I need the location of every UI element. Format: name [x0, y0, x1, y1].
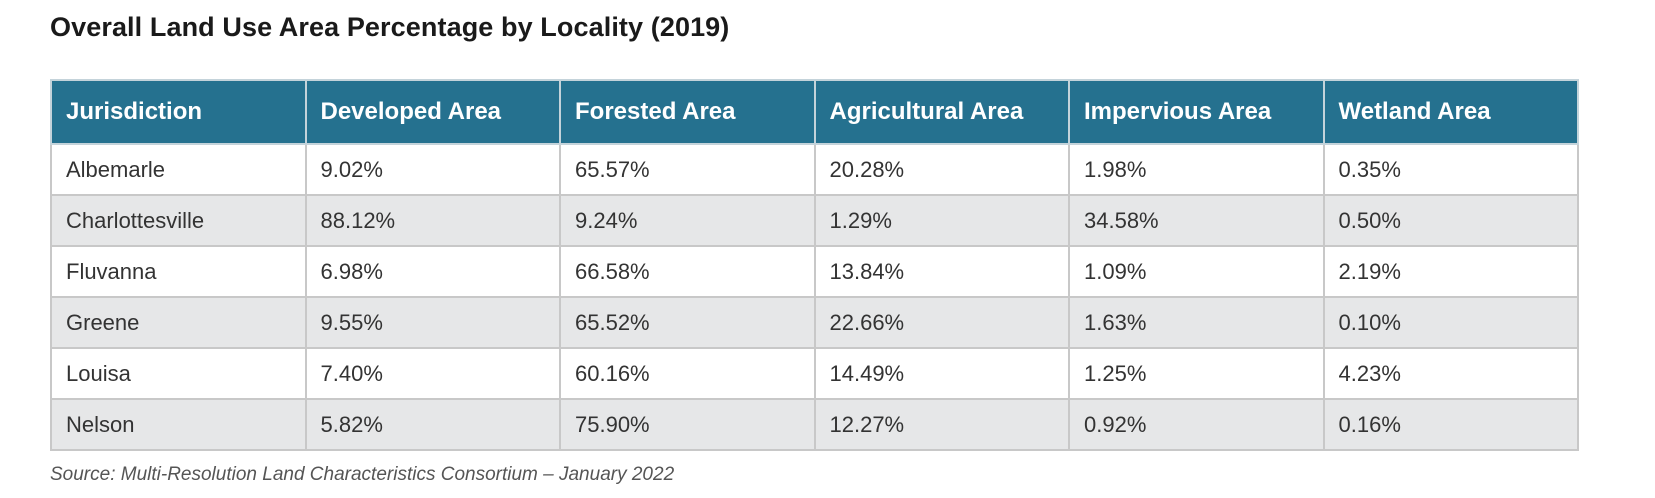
cell-jurisdiction: Greene — [50, 296, 307, 349]
cell-impervious-area: 34.58% — [1068, 194, 1325, 247]
cell-forested-area: 9.24% — [559, 194, 816, 247]
header-forested-area: Forested Area — [559, 79, 816, 145]
cell-agricultural-area: 13.84% — [813, 245, 1070, 298]
cell-impervious-area: 1.98% — [1068, 143, 1325, 196]
source-note: Source: Multi-Resolution Land Characteri… — [50, 464, 675, 485]
header-wetland-area: Wetland Area — [1322, 79, 1579, 145]
cell-jurisdiction: Charlottesville — [50, 194, 307, 247]
cell-agricultural-area: 22.66% — [813, 296, 1070, 349]
cell-impervious-area: 1.63% — [1068, 296, 1325, 349]
cell-jurisdiction: Fluvanna — [50, 245, 307, 298]
cell-impervious-area: 0.92% — [1068, 398, 1325, 451]
cell-wetland-area: 0.50% — [1322, 194, 1579, 247]
cell-wetland-area: 0.16% — [1322, 398, 1579, 451]
cell-developed-area: 9.55% — [304, 296, 561, 349]
page-title: Overall Land Use Area Percentage by Loca… — [50, 12, 730, 42]
header-jurisdiction: Jurisdiction — [50, 79, 307, 145]
cell-jurisdiction: Albemarle — [50, 143, 307, 196]
cell-developed-area: 7.40% — [304, 347, 561, 400]
cell-agricultural-area: 14.49% — [813, 347, 1070, 400]
cell-forested-area: 66.58% — [559, 245, 816, 298]
cell-wetland-area: 0.35% — [1322, 143, 1579, 196]
table-row: Nelson 5.82% 75.90% 12.27% 0.92% 0.16% — [50, 398, 1579, 451]
cell-wetland-area: 4.23% — [1322, 347, 1579, 400]
cell-wetland-area: 2.19% — [1322, 245, 1579, 298]
cell-forested-area: 65.52% — [559, 296, 816, 349]
table-row: Louisa 7.40% 60.16% 14.49% 1.25% 4.23% — [50, 347, 1579, 400]
table-row: Charlottesville 88.12% 9.24% 1.29% 34.58… — [50, 194, 1579, 247]
cell-forested-area: 75.90% — [559, 398, 816, 451]
cell-agricultural-area: 20.28% — [813, 143, 1070, 196]
cell-jurisdiction: Nelson — [50, 398, 307, 451]
table-row: Fluvanna 6.98% 66.58% 13.84% 1.09% 2.19% — [50, 245, 1579, 298]
land-use-table: Jurisdiction Developed Area Forested Are… — [50, 79, 1579, 451]
cell-forested-area: 65.57% — [559, 143, 816, 196]
cell-developed-area: 9.02% — [304, 143, 561, 196]
table-row: Greene 9.55% 65.52% 22.66% 1.63% 0.10% — [50, 296, 1579, 349]
cell-jurisdiction: Louisa — [50, 347, 307, 400]
header-agricultural-area: Agricultural Area — [813, 79, 1070, 145]
cell-agricultural-area: 12.27% — [813, 398, 1070, 451]
cell-agricultural-area: 1.29% — [813, 194, 1070, 247]
cell-impervious-area: 1.25% — [1068, 347, 1325, 400]
cell-wetland-area: 0.10% — [1322, 296, 1579, 349]
table-row: Albemarle 9.02% 65.57% 20.28% 1.98% 0.35… — [50, 143, 1579, 196]
header-developed-area: Developed Area — [304, 79, 561, 145]
cell-impervious-area: 1.09% — [1068, 245, 1325, 298]
header-impervious-area: Impervious Area — [1068, 79, 1325, 145]
cell-developed-area: 6.98% — [304, 245, 561, 298]
cell-forested-area: 60.16% — [559, 347, 816, 400]
table-header-row: Jurisdiction Developed Area Forested Are… — [50, 79, 1579, 145]
cell-developed-area: 88.12% — [304, 194, 561, 247]
cell-developed-area: 5.82% — [304, 398, 561, 451]
